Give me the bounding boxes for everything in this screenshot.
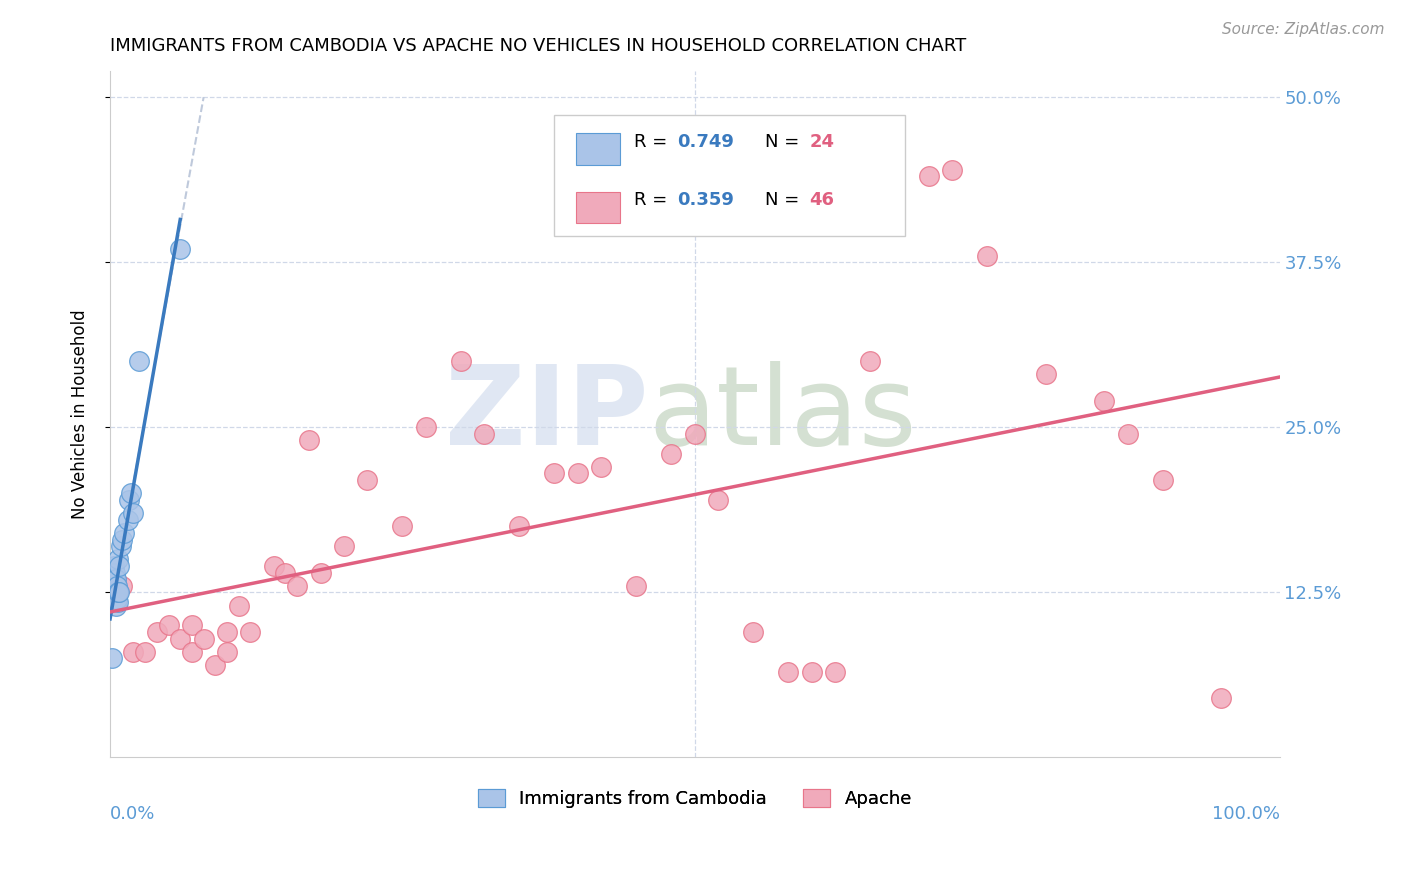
Text: R =: R = xyxy=(634,191,673,209)
Point xyxy=(661,447,683,461)
Point xyxy=(1092,393,1115,408)
Text: ZIP: ZIP xyxy=(444,360,648,467)
Point xyxy=(215,624,238,639)
Point xyxy=(1035,368,1057,382)
Text: R =: R = xyxy=(634,133,673,151)
Point xyxy=(120,486,142,500)
Point xyxy=(1209,690,1232,705)
Point xyxy=(391,519,413,533)
Point xyxy=(1116,426,1139,441)
Point xyxy=(108,585,131,599)
Point xyxy=(105,591,128,606)
Point xyxy=(181,618,204,632)
Point xyxy=(356,473,378,487)
Point xyxy=(118,492,141,507)
Point xyxy=(567,467,589,481)
Text: 0.359: 0.359 xyxy=(678,191,734,209)
Point xyxy=(263,558,285,573)
Point xyxy=(104,579,127,593)
Point xyxy=(122,506,145,520)
Text: IMMIGRANTS FROM CAMBODIA VS APACHE NO VEHICLES IN HOUSEHOLD CORRELATION CHART: IMMIGRANTS FROM CAMBODIA VS APACHE NO VE… xyxy=(110,37,966,55)
Point xyxy=(274,566,297,580)
Point xyxy=(103,558,125,573)
Point xyxy=(117,513,139,527)
Point xyxy=(976,249,998,263)
Point xyxy=(824,665,846,679)
Point xyxy=(104,585,127,599)
Point xyxy=(107,552,129,566)
Point xyxy=(157,618,180,632)
Text: N =: N = xyxy=(765,191,806,209)
Point xyxy=(146,624,169,639)
Point xyxy=(204,657,226,672)
Point xyxy=(239,624,262,639)
Point xyxy=(298,434,321,448)
Text: atlas: atlas xyxy=(648,360,917,467)
Point xyxy=(107,594,129,608)
Text: N =: N = xyxy=(765,133,806,151)
FancyBboxPatch shape xyxy=(554,115,905,235)
Point xyxy=(941,162,963,177)
Point xyxy=(107,585,129,599)
Point xyxy=(111,579,134,593)
Text: 46: 46 xyxy=(810,191,834,209)
Point xyxy=(472,426,495,441)
Point xyxy=(169,242,191,256)
Text: Source: ZipAtlas.com: Source: ZipAtlas.com xyxy=(1222,22,1385,37)
Y-axis label: No Vehicles in Household: No Vehicles in Household xyxy=(72,310,89,519)
Point xyxy=(285,579,308,593)
Point xyxy=(415,420,437,434)
Point xyxy=(112,525,135,540)
Point xyxy=(104,572,127,586)
Point xyxy=(543,467,565,481)
Point xyxy=(134,645,156,659)
Point xyxy=(683,426,706,441)
Point xyxy=(101,651,124,665)
Point xyxy=(800,665,823,679)
Point xyxy=(333,539,356,553)
Point xyxy=(104,566,127,580)
Point xyxy=(122,645,145,659)
Point xyxy=(105,579,128,593)
Point xyxy=(193,632,215,646)
Point xyxy=(108,558,131,573)
Point xyxy=(181,645,204,659)
Text: 0.0%: 0.0% xyxy=(110,805,156,823)
FancyBboxPatch shape xyxy=(575,133,620,165)
Point xyxy=(128,354,150,368)
Point xyxy=(104,599,127,613)
Point xyxy=(626,579,648,593)
Point xyxy=(169,632,191,646)
Point xyxy=(110,539,132,553)
Point xyxy=(508,519,530,533)
Point xyxy=(859,354,882,368)
Point xyxy=(742,624,765,639)
Point xyxy=(228,599,250,613)
Point xyxy=(1152,473,1174,487)
Point xyxy=(103,572,125,586)
Point xyxy=(450,354,472,368)
FancyBboxPatch shape xyxy=(575,192,620,223)
Text: 0.749: 0.749 xyxy=(678,133,734,151)
Point xyxy=(918,169,941,184)
Point xyxy=(778,665,800,679)
Point xyxy=(591,459,613,474)
Legend: Immigrants from Cambodia, Apache: Immigrants from Cambodia, Apache xyxy=(468,780,921,817)
Point xyxy=(215,645,238,659)
Point xyxy=(707,492,730,507)
Point xyxy=(309,566,332,580)
Text: 24: 24 xyxy=(810,133,834,151)
Text: 100.0%: 100.0% xyxy=(1212,805,1279,823)
Point xyxy=(111,533,134,547)
